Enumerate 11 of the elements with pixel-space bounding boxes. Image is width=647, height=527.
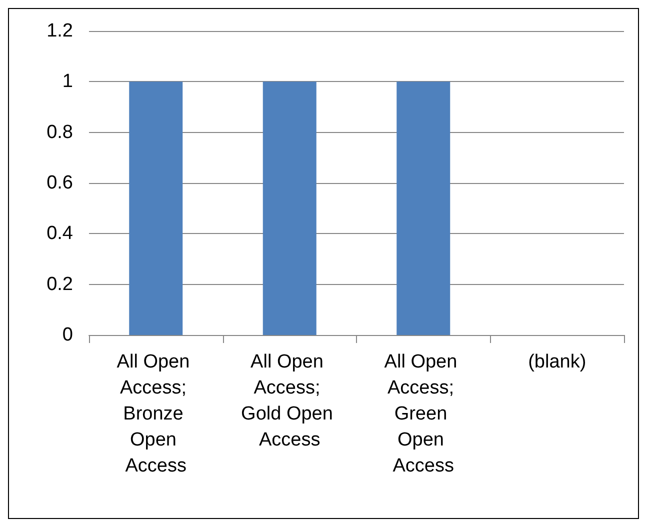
x-tick-label: All Open Access; Green Open Access	[384, 352, 462, 476]
y-tick-label: 0	[62, 324, 73, 346]
y-tick-label: 0.8	[46, 122, 73, 143]
y-tick-label: 0.6	[46, 172, 73, 194]
x-tick-label: (blank)	[528, 352, 586, 372]
x-tick-label: All Open Access; Bronze Open Access	[116, 352, 195, 476]
y-tick-label: 0.2	[46, 274, 73, 295]
y-tick-label: 1	[62, 71, 73, 92]
x-tick-label: All Open Access; Gold Open Access	[241, 352, 338, 450]
y-tick-label: 0.4	[46, 223, 74, 244]
y-tick-label: 1.2	[46, 20, 73, 42]
